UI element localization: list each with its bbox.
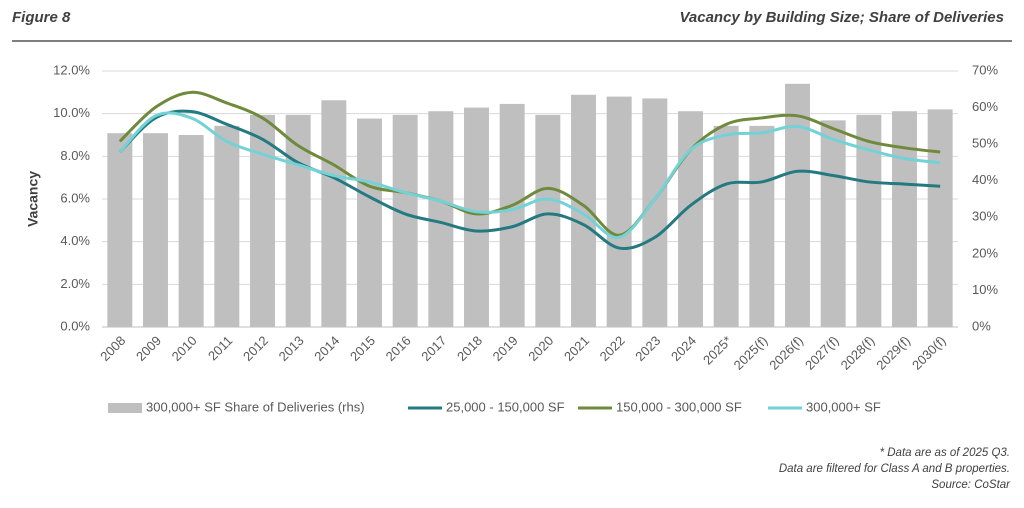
line (118, 109, 941, 251)
bar (499, 103, 525, 328)
bar (820, 120, 846, 327)
bar (785, 83, 810, 327)
chart-title: Vacancy by Building Size; Share of Deliv… (679, 9, 1004, 26)
bar (178, 135, 204, 327)
bar (428, 111, 454, 327)
y2-tick-label: 50% (972, 136, 998, 151)
bar (250, 114, 275, 327)
x-tick-label: 2022 (597, 333, 628, 364)
y2-tick-label: 0% (972, 318, 991, 333)
y2-tick-label: 30% (972, 209, 998, 224)
y-tick-label: 8.0% (60, 148, 90, 163)
y2-tick-label: 10% (972, 282, 998, 297)
bar (678, 111, 703, 327)
x-tick-label: 2030(f) (909, 333, 949, 373)
bar (927, 109, 953, 328)
bar (713, 125, 739, 327)
x-tick-label: 2025(f) (731, 333, 771, 373)
x-tick-label: 2013 (276, 333, 307, 364)
legend-label: 300,000+ SF (806, 399, 881, 414)
y-tick-label: 2.0% (60, 276, 90, 291)
note: Data are filtered for Class A and B prop… (779, 463, 1010, 475)
bar (749, 125, 775, 327)
x-tick-label: 2020 (525, 333, 556, 364)
y-tick-label: 4.0% (60, 233, 90, 248)
legend-swatch (108, 403, 142, 413)
x-tick-label: 2029(f) (873, 333, 913, 373)
bar (357, 118, 382, 328)
x-tick-label: 2017 (418, 333, 449, 364)
bar (107, 133, 133, 327)
y-tick-label: 12.0% (53, 62, 90, 77)
x-tick-label: 2016 (383, 333, 414, 364)
legend-label: 300,000+ SF Share of Deliveries (rhs) (146, 399, 365, 414)
bar (392, 114, 418, 327)
x-tick-label: 2025* (700, 333, 735, 368)
x-tick-label: 2011 (205, 333, 235, 363)
bar (214, 125, 240, 327)
x-tick-label: 2009 (133, 333, 164, 364)
bar (606, 96, 632, 327)
x-tick-label: 2024 (668, 333, 699, 364)
x-tick-label: 2010 (169, 333, 200, 364)
bar (642, 98, 668, 327)
note: Source: CoStar (931, 479, 1011, 491)
bar (143, 133, 168, 327)
y-tick-label: 10.0% (53, 105, 90, 120)
x-tick-label: 2027(f) (802, 333, 842, 373)
x-tick-label: 2014 (311, 333, 342, 364)
x-tick-label: 2021 (561, 333, 592, 364)
y-axis-label: Vacancy (25, 171, 41, 227)
line (118, 90, 941, 237)
bar (571, 94, 596, 328)
y-tick-label: 6.0% (60, 190, 90, 205)
y-tick-label: 0.0% (60, 318, 90, 333)
x-tick-label: 2018 (454, 333, 485, 364)
bar (321, 100, 347, 327)
figure-label: Figure 8 (12, 9, 71, 26)
x-tick-label: 2012 (240, 333, 271, 364)
x-tick-label: 2015 (347, 333, 378, 364)
bar (892, 111, 917, 327)
note: * Data are as of 2025 Q3. (880, 447, 1010, 459)
x-tick-label: 2023 (632, 333, 663, 364)
x-tick-label: 2008 (97, 333, 128, 364)
bar (535, 114, 561, 327)
y2-tick-label: 40% (972, 172, 998, 187)
y2-tick-label: 60% (972, 99, 998, 114)
y2-tick-label: 20% (972, 245, 998, 260)
x-tick-label: 2019 (490, 333, 521, 364)
x-tick-label: 2028(f) (838, 333, 878, 373)
line (118, 111, 941, 239)
bar (464, 107, 489, 327)
y2-tick-label: 70% (972, 62, 998, 77)
legend-label: 25,000 - 150,000 SF (446, 399, 565, 414)
legend-label: 150,000 - 300,000 SF (616, 399, 742, 414)
x-tick-label: 2026(f) (766, 333, 806, 373)
